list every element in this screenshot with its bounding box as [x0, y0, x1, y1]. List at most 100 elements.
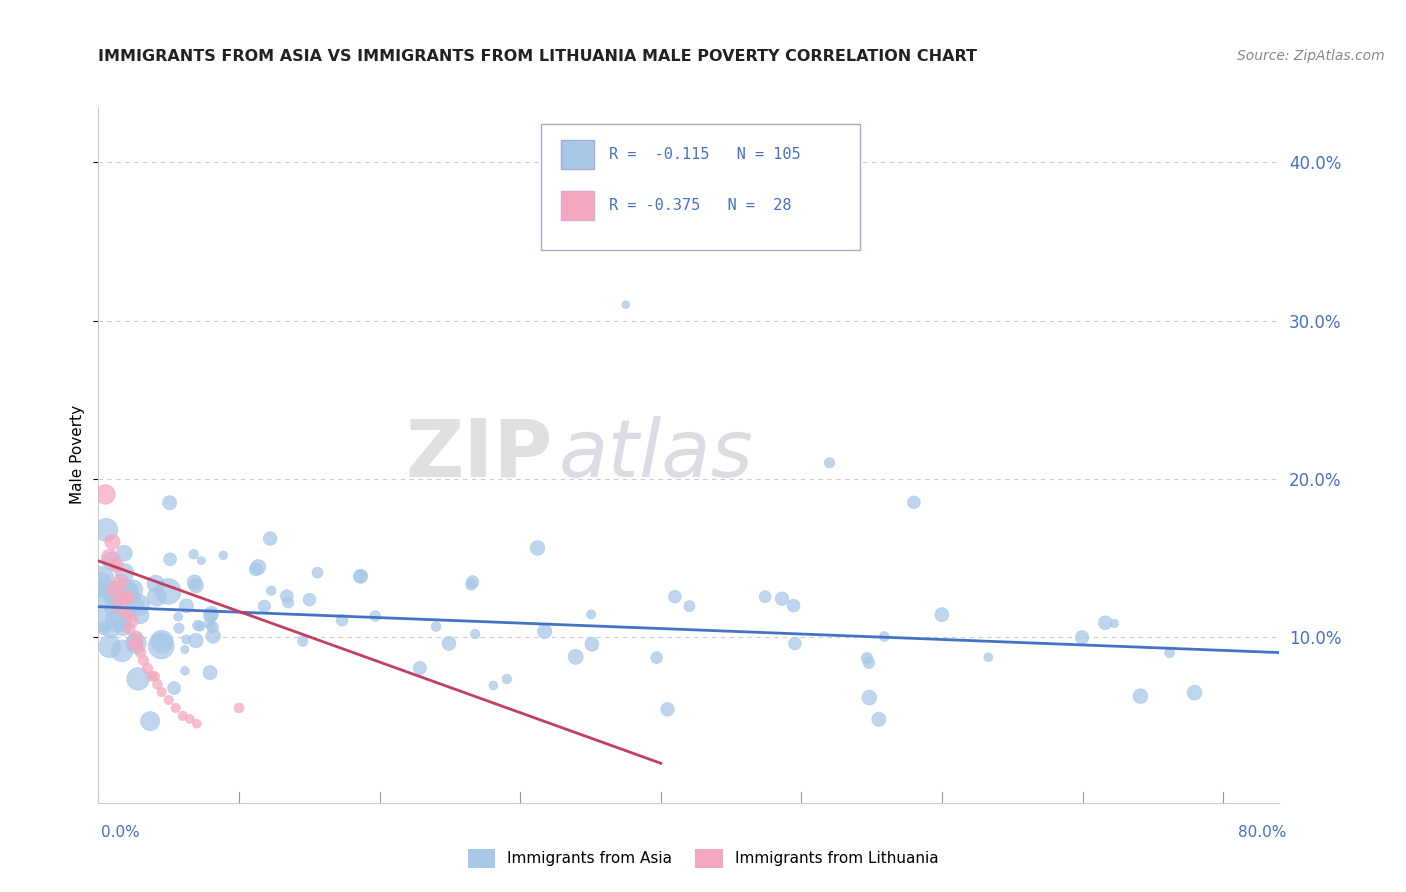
Point — [754, 590, 776, 604]
Text: IMMIGRANTS FROM ASIA VS IMMIGRANTS FROM LITHUANIA MALE POVERTY CORRELATION CHART: IMMIGRANTS FROM ASIA VS IMMIGRANTS FROM … — [98, 49, 977, 64]
Point — [183, 575, 205, 590]
Point — [526, 541, 548, 555]
Point — [277, 596, 299, 610]
Point — [128, 598, 150, 612]
Point — [150, 634, 173, 648]
Point — [664, 590, 686, 604]
Text: ZIP: ZIP — [406, 416, 553, 494]
Point — [90, 573, 112, 587]
Point — [120, 583, 142, 598]
Point — [409, 661, 432, 675]
Point — [259, 532, 281, 546]
Point — [579, 607, 602, 622]
Point — [98, 640, 121, 654]
Point — [118, 622, 141, 636]
Point — [818, 456, 841, 470]
Point — [125, 636, 148, 650]
Point — [931, 607, 953, 622]
Point — [437, 636, 460, 650]
Point — [174, 664, 197, 678]
Point — [858, 690, 880, 705]
Point — [139, 714, 162, 728]
Point — [461, 574, 484, 589]
Point — [657, 702, 679, 716]
Point — [117, 591, 139, 605]
Point — [112, 546, 135, 560]
Point — [111, 621, 134, 635]
Point — [112, 591, 135, 605]
Point — [125, 630, 148, 644]
Point — [1071, 630, 1094, 644]
Point — [856, 651, 879, 665]
Point — [678, 599, 700, 614]
Point — [165, 701, 187, 715]
Point — [127, 672, 149, 686]
Point — [276, 589, 298, 603]
Point — [349, 569, 371, 583]
Point — [145, 590, 167, 604]
Legend: Immigrants from Asia, Immigrants from Lithuania: Immigrants from Asia, Immigrants from Li… — [461, 843, 945, 873]
Point — [188, 619, 211, 633]
FancyBboxPatch shape — [561, 140, 595, 169]
Point — [330, 613, 353, 627]
FancyBboxPatch shape — [541, 124, 860, 250]
Point — [122, 582, 145, 597]
Point — [202, 629, 225, 643]
Point — [145, 576, 167, 591]
Point — [364, 609, 387, 624]
Point — [212, 549, 235, 563]
Point — [770, 591, 793, 606]
Point — [425, 619, 447, 633]
Point — [868, 712, 890, 726]
Point — [253, 599, 276, 614]
Point — [112, 616, 135, 631]
Point — [111, 644, 134, 658]
Point — [94, 487, 117, 501]
Point — [464, 627, 486, 641]
Point — [200, 608, 222, 623]
Point — [482, 678, 505, 692]
Point — [114, 566, 136, 580]
Point — [167, 609, 190, 624]
Point — [198, 665, 221, 680]
Point — [1104, 616, 1126, 631]
Point — [143, 669, 166, 683]
Point — [103, 591, 125, 605]
Point — [614, 298, 637, 312]
Point — [858, 656, 880, 670]
Point — [100, 622, 122, 636]
Point — [127, 638, 149, 652]
Point — [903, 495, 925, 509]
Point — [200, 607, 222, 621]
Point — [107, 612, 129, 626]
Point — [247, 560, 270, 574]
Point — [174, 632, 197, 647]
Point — [198, 616, 221, 631]
Point — [307, 566, 329, 580]
Text: R = -0.375   N =  28: R = -0.375 N = 28 — [609, 198, 792, 213]
Point — [179, 712, 201, 726]
Point — [349, 569, 371, 583]
Point — [90, 577, 112, 591]
Point — [159, 496, 181, 510]
Point — [146, 677, 169, 691]
Point — [163, 681, 186, 695]
Point — [98, 550, 121, 565]
Point — [245, 562, 267, 576]
Point — [533, 624, 555, 639]
Point — [1159, 646, 1181, 660]
Point — [183, 547, 205, 561]
Point — [110, 574, 132, 589]
Point — [93, 621, 115, 635]
Point — [132, 653, 155, 667]
Point — [150, 685, 173, 699]
Point — [104, 593, 127, 607]
Point — [104, 582, 127, 597]
Point — [101, 534, 124, 549]
Point — [124, 635, 146, 649]
Point — [121, 614, 143, 628]
Point — [1129, 689, 1152, 703]
Point — [129, 608, 152, 623]
Point — [89, 611, 111, 625]
Point — [581, 637, 603, 651]
